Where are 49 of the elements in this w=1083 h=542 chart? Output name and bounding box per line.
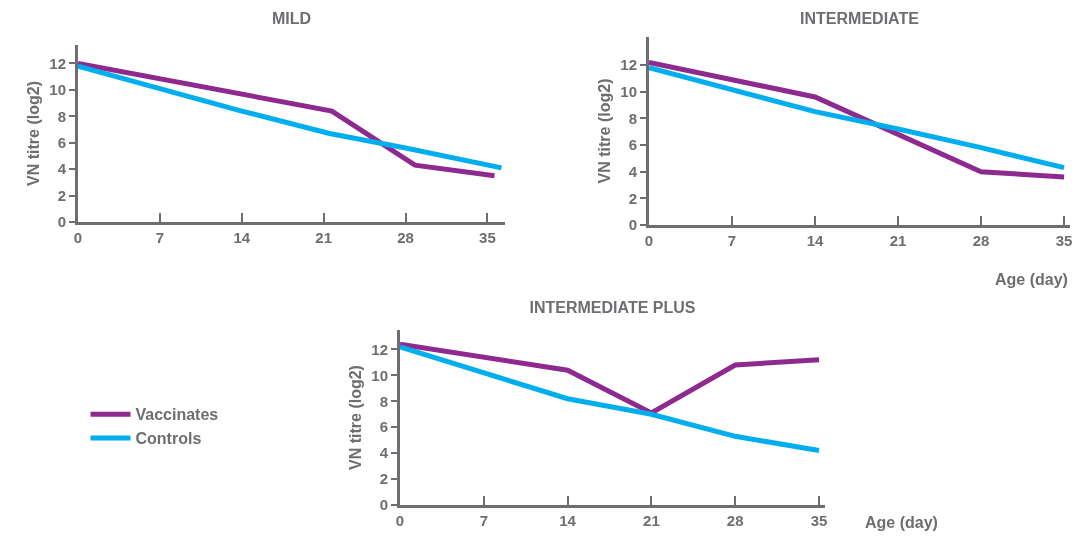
y-tick-label: 12 (371, 340, 388, 358)
y-tick-label: 0 (628, 216, 637, 234)
chart-title: MILD (271, 9, 312, 27)
y-tick-label: 6 (57, 134, 66, 151)
y-tick-label: 8 (379, 392, 388, 410)
x-tick-label: 0 (73, 229, 83, 246)
x-tick-label: 35 (479, 229, 496, 246)
y-tick-label: 10 (371, 366, 388, 384)
x-tick-label: 35 (810, 512, 828, 529)
y-axis-title: VN titre (log2) (25, 81, 43, 186)
y-tick-label: 0 (379, 496, 388, 514)
y-tick-label: 12 (49, 54, 66, 72)
x-tick-label: 14 (233, 229, 251, 246)
y-tick-label: 6 (379, 418, 388, 436)
y-tick-label: 4 (628, 162, 638, 180)
y-tick-label: 4 (57, 160, 67, 178)
y-axis-title: VN titre (log2) (596, 78, 614, 184)
chart-title: INTERMEDIATE PLUS (529, 298, 696, 316)
y-tick-label: 2 (628, 189, 637, 207)
y-tick-label: 10 (620, 82, 637, 100)
x-tick-label: 7 (727, 232, 737, 249)
x-tick-label: 35 (1055, 232, 1073, 249)
x-tick-label: 21 (315, 229, 333, 246)
x-axis-title: Age (day) (995, 271, 1068, 288)
x-tick-label: 14 (559, 512, 577, 529)
x-tick-label: 7 (155, 229, 165, 246)
x-tick-label: 7 (479, 512, 488, 529)
y-tick-label: 10 (49, 81, 66, 99)
x-tick-label: 0 (395, 512, 405, 529)
x-tick-label: 28 (972, 232, 990, 249)
chart-title: INTERMEDIATE (800, 9, 920, 27)
x-axis-title: Age (day) (865, 514, 938, 531)
y-tick-label: 8 (628, 109, 637, 127)
x-tick-label: 14 (806, 232, 825, 249)
y-tick-label: 4 (379, 444, 389, 462)
y-axis-title: VN titre (log2) (347, 365, 365, 470)
x-tick-label: 21 (889, 232, 907, 249)
y-tick-label: 0 (57, 213, 66, 231)
x-tick-label: 28 (397, 229, 414, 246)
x-tick-label: 28 (726, 512, 744, 529)
y-tick-label: 8 (57, 107, 66, 125)
y-tick-label: 2 (57, 186, 66, 204)
x-tick-label: 21 (643, 512, 660, 529)
legend-label: Controls (135, 430, 202, 448)
y-tick-label: 12 (620, 56, 637, 74)
legend-label: Vaccinates (135, 406, 219, 424)
y-tick-label: 6 (628, 136, 637, 154)
x-tick-label: 0 (644, 232, 654, 249)
y-tick-label: 2 (379, 470, 388, 488)
